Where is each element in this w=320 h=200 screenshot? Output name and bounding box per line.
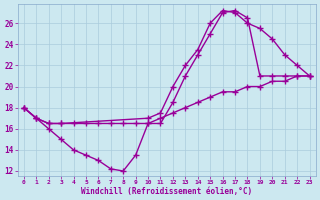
X-axis label: Windchill (Refroidissement éolien,°C): Windchill (Refroidissement éolien,°C) xyxy=(81,187,252,196)
